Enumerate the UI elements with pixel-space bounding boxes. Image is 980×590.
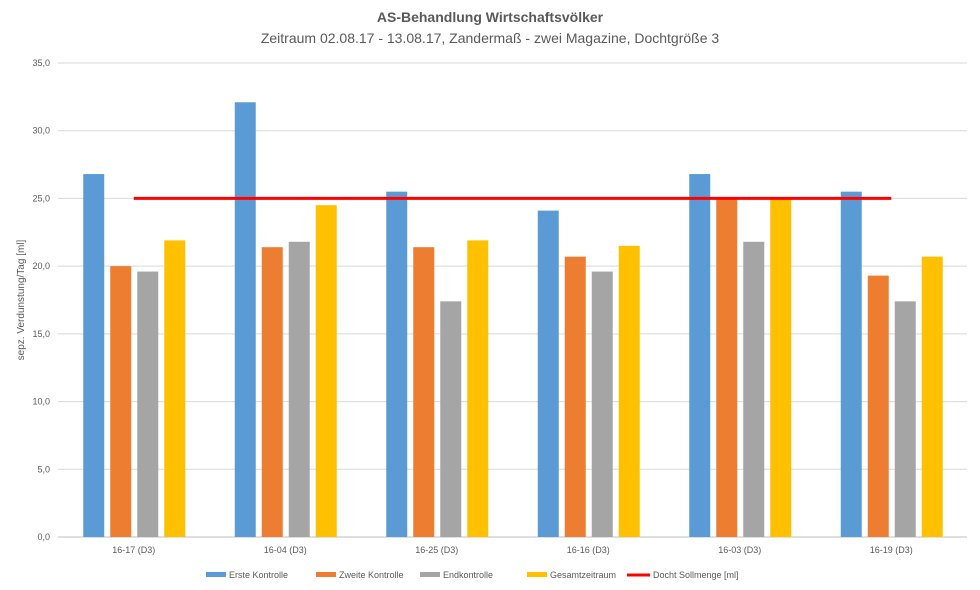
x-tick-label: 16-17 (D3) xyxy=(112,545,155,555)
y-tick-label: 30,0 xyxy=(32,126,50,136)
chart-subtitle: Zeitraum 02.08.17 - 13.08.17, Zandermaß … xyxy=(261,30,720,46)
bar-endkontrolle xyxy=(591,271,613,537)
bar-gesamtzeitraum xyxy=(770,198,792,537)
legend-swatch xyxy=(420,572,440,577)
x-tick-label: 16-16 (D3) xyxy=(567,545,610,555)
bar-gesamtzeitraum xyxy=(164,240,186,537)
bar-zweite-kontrolle xyxy=(716,198,738,537)
bar-zweite-kontrolle xyxy=(110,266,132,537)
x-tick-label: 16-03 (D3) xyxy=(718,545,761,555)
bar-gesamtzeitraum xyxy=(467,240,489,537)
y-tick-label: 5,0 xyxy=(37,464,50,474)
bar-gesamtzeitraum xyxy=(618,245,640,538)
bar-erste-kontrolle xyxy=(537,210,559,538)
y-tick-label: 25,0 xyxy=(32,193,50,203)
legend-swatch xyxy=(527,572,547,577)
legend-label: Erste Kontrolle xyxy=(229,570,288,580)
bar-endkontrolle xyxy=(894,301,916,537)
bar-gesamtzeitraum xyxy=(921,256,943,537)
bar-endkontrolle xyxy=(440,301,462,537)
bar-zweite-kontrolle xyxy=(564,256,586,537)
bar-endkontrolle xyxy=(743,241,765,537)
y-tick-label: 35,0 xyxy=(32,58,50,68)
y-tick-label: 15,0 xyxy=(32,329,50,339)
y-tick-label: 10,0 xyxy=(32,397,50,407)
bar-zweite-kontrolle xyxy=(261,247,283,537)
legend-label: Docht Sollmenge [ml] xyxy=(653,570,739,580)
chart-title: AS-Behandlung Wirtschaftsvölker xyxy=(377,9,604,25)
x-tick-label: 16-25 (D3) xyxy=(415,545,458,555)
y-axis-label: sepz. Verdunstung/Tag [ml] xyxy=(16,239,27,360)
bar-erste-kontrolle xyxy=(386,191,408,537)
y-tick-label: 20,0 xyxy=(32,261,50,271)
legend-swatch xyxy=(206,572,226,577)
bar-erste-kontrolle xyxy=(840,191,862,537)
bar-erste-kontrolle xyxy=(83,174,105,537)
bar-endkontrolle xyxy=(288,241,310,537)
legend-label: Zweite Kontrolle xyxy=(339,570,404,580)
legend-label: Gesamtzeitraum xyxy=(550,570,616,580)
bar-endkontrolle xyxy=(137,271,159,537)
legend-label: Endkontrolle xyxy=(443,570,493,580)
legend-swatch xyxy=(316,572,336,577)
bar-gesamtzeitraum xyxy=(315,205,337,537)
x-tick-label: 16-04 (D3) xyxy=(264,545,307,555)
bar-erste-kontrolle xyxy=(234,102,256,537)
bar-zweite-kontrolle xyxy=(413,247,435,537)
bar-erste-kontrolle xyxy=(689,174,711,537)
y-tick-label: 0,0 xyxy=(37,532,50,542)
x-tick-label: 16-19 (D3) xyxy=(870,545,913,555)
bar-zweite-kontrolle xyxy=(867,275,889,537)
